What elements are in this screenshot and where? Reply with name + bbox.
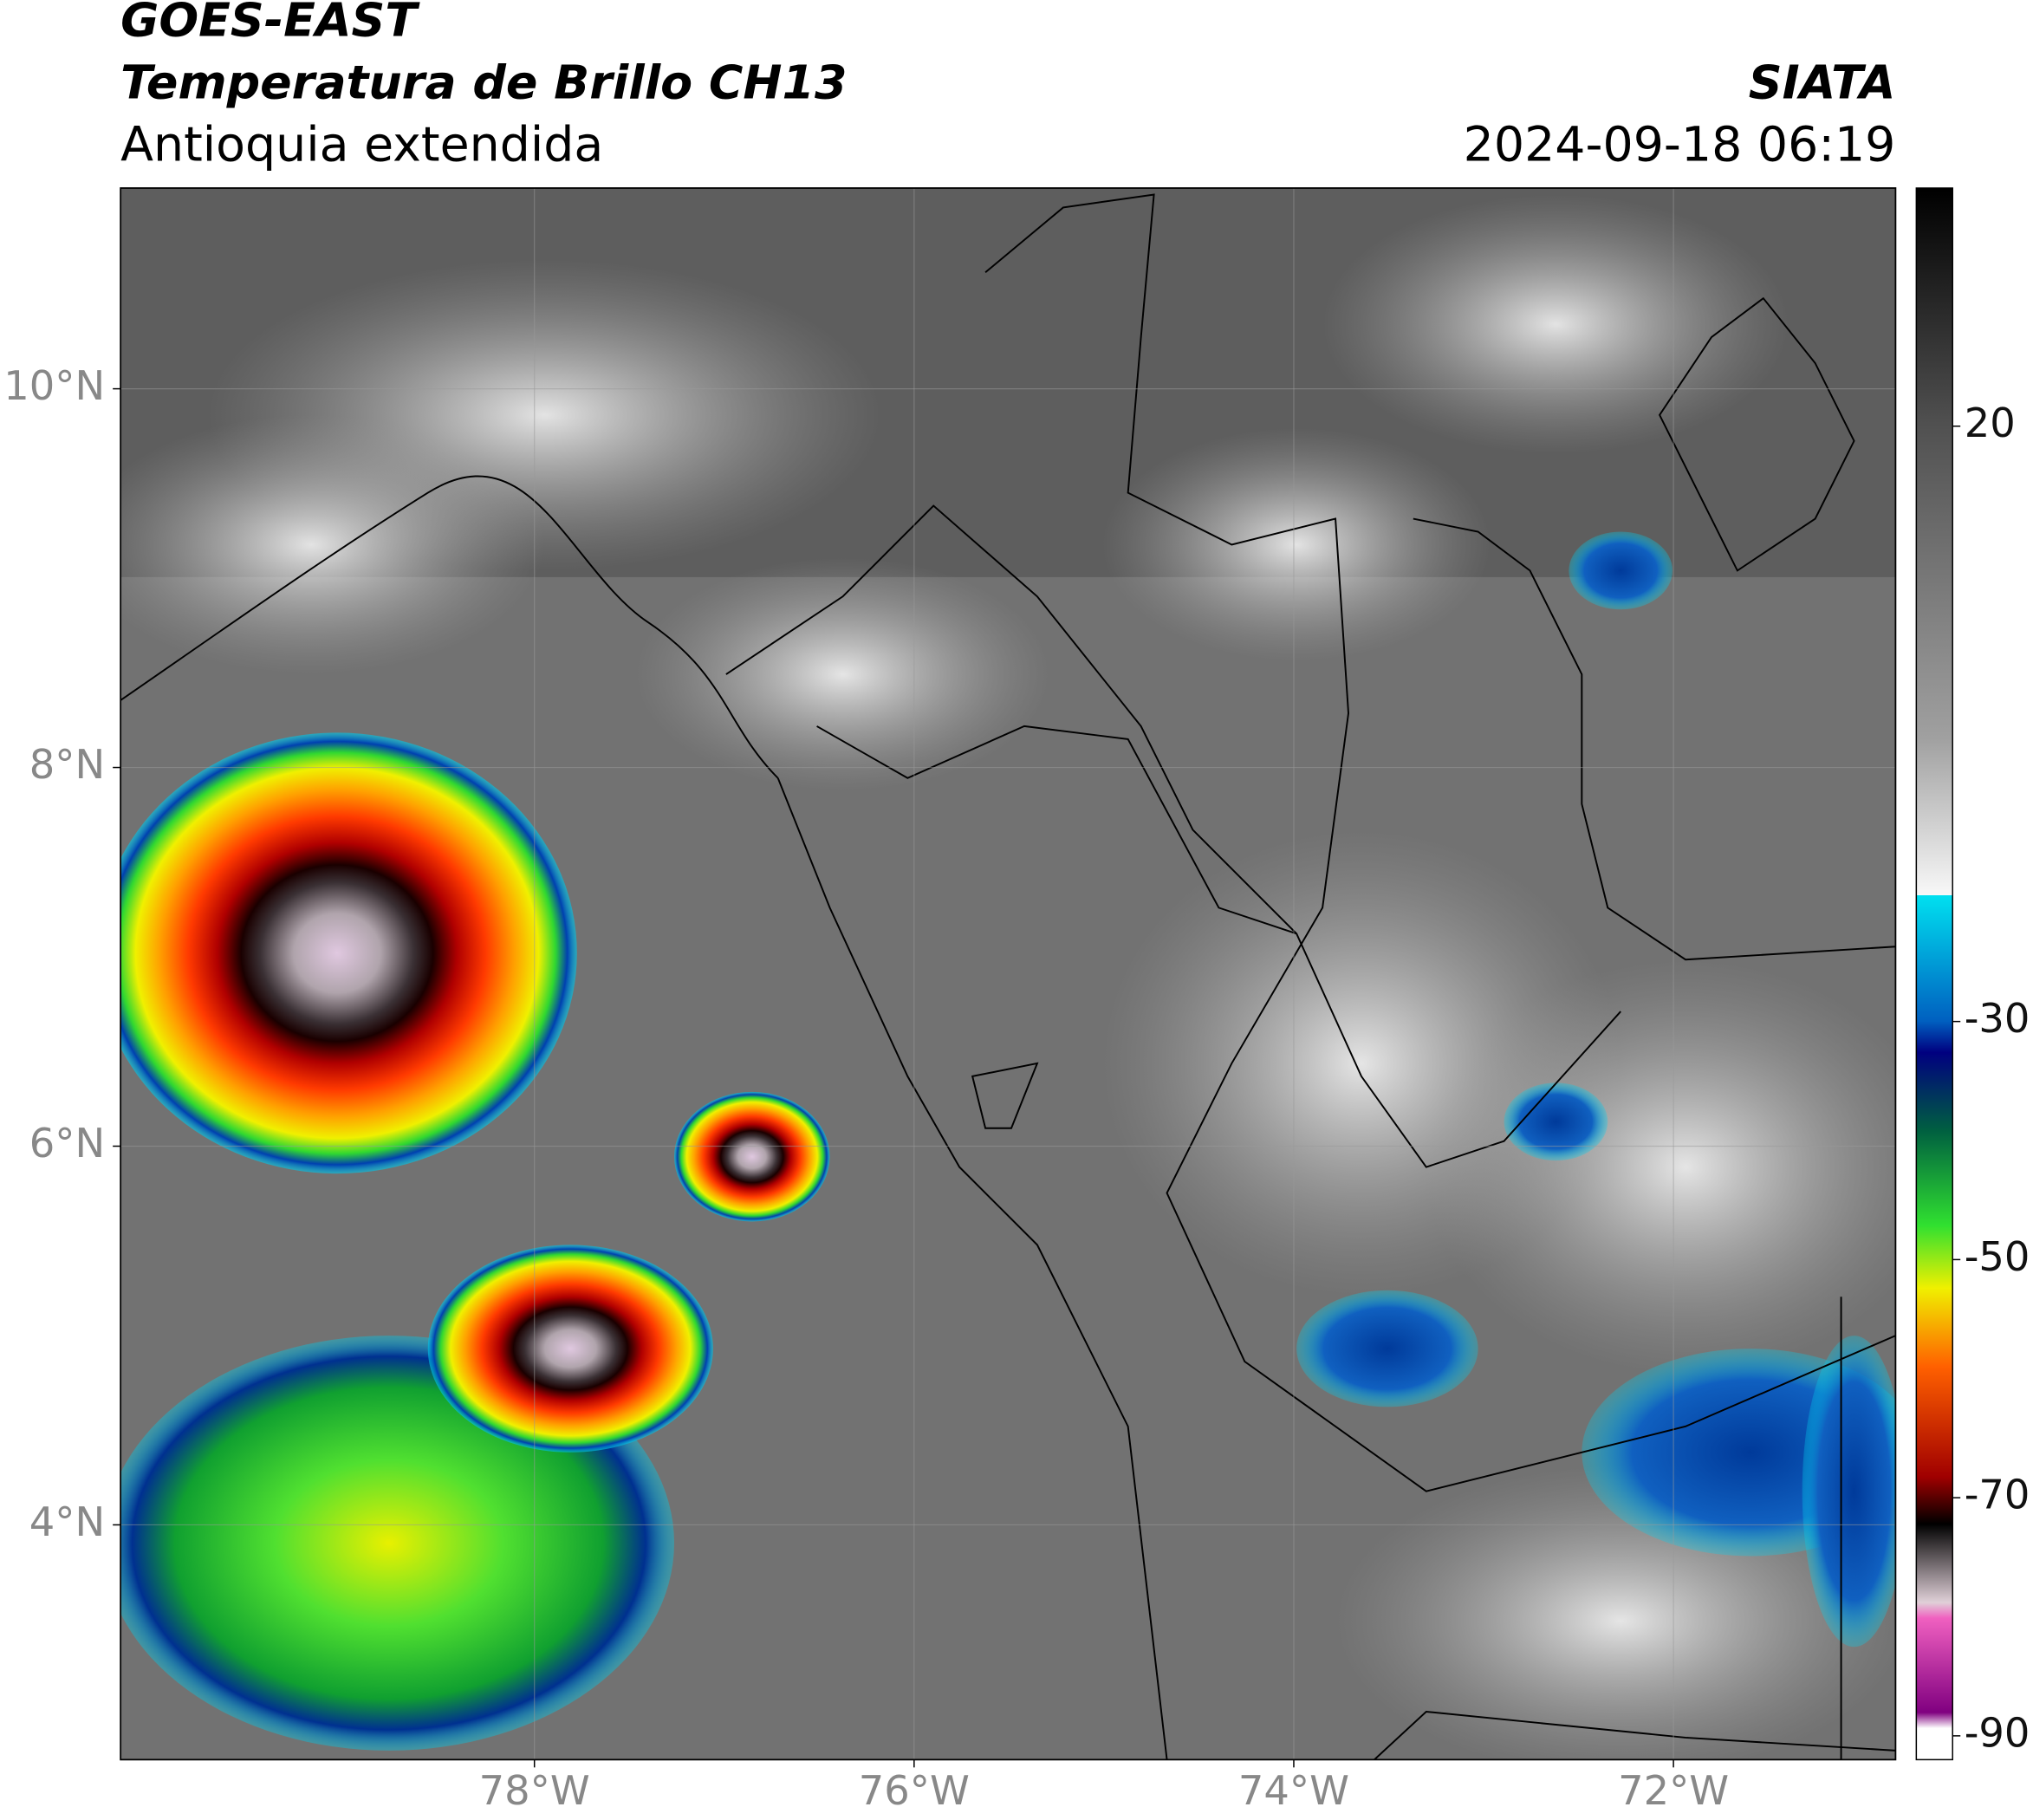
datetime: 2024-09-18 06:19 (1464, 118, 1896, 173)
colorbar-tick-label: -90 (1965, 1709, 2030, 1756)
title: GOES-EAST (120, 0, 420, 48)
y-tick-label: 10°N (3, 362, 105, 409)
subtitle: Temperatura de Brillo CH13 (120, 55, 847, 109)
map-image (120, 188, 1896, 1760)
x-tick-label: 72°W (1618, 1767, 1729, 1814)
region: Antioquia extendida (120, 118, 603, 173)
colorbar-tick-label: -30 (1965, 995, 2030, 1042)
source: SIATA (1749, 55, 1896, 109)
y-tick-label: 6°N (29, 1120, 105, 1167)
colorbar (1915, 187, 1953, 1761)
x-tick-label: 78°W (479, 1767, 590, 1814)
y-tick-label: 8°N (29, 741, 105, 788)
colorbar-tick-label: -70 (1965, 1472, 2030, 1518)
x-tick-label: 74°W (1238, 1767, 1349, 1814)
colorbar-tick-label: -50 (1965, 1233, 2030, 1280)
y-tick-label: 4°N (29, 1498, 105, 1545)
colorbar-tick-label: 20 (1965, 400, 2016, 446)
map-frame (120, 187, 1897, 1761)
x-tick-label: 76°W (859, 1767, 970, 1814)
